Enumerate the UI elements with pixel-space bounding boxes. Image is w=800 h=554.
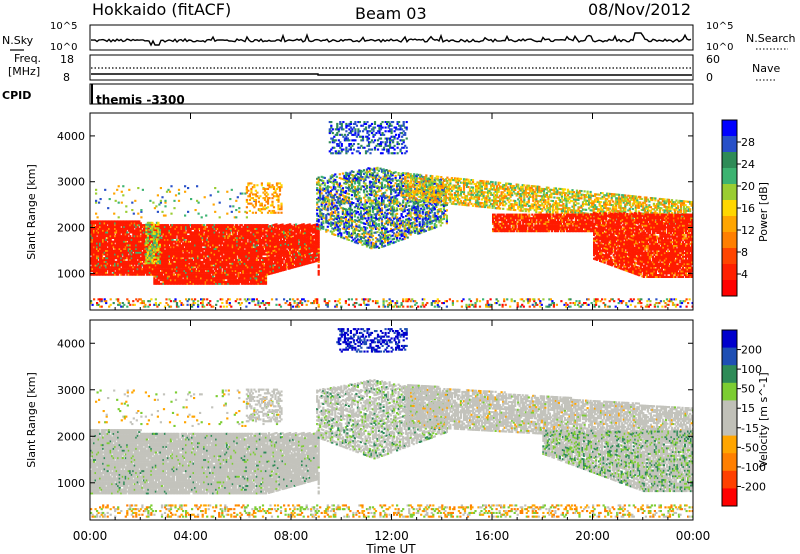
freq-tick-bottom: 8	[63, 71, 70, 84]
ytick-label: 1000	[57, 267, 85, 280]
freq-label: Freq.	[14, 52, 41, 65]
nsky-tick-top: 10^5	[50, 21, 77, 32]
colorbar-tick: 4	[741, 268, 748, 281]
ytick-label: 3000	[57, 176, 85, 189]
nave-tick-top: 60	[706, 53, 720, 66]
cpid-label: CPID	[2, 89, 31, 102]
velocity-heatmap	[90, 328, 693, 518]
station-title: Hokkaido (fitACF)	[92, 0, 231, 19]
xtick-label: 04:00	[173, 529, 208, 543]
power-heatmap	[90, 121, 693, 308]
xtick-label: 20:00	[575, 529, 610, 543]
nave-tick-bottom: 0	[706, 71, 713, 84]
power-ylabel: Slant Range [km]	[25, 164, 38, 260]
xtick-label: 16:00	[475, 529, 510, 543]
ytick-label: 2000	[57, 222, 85, 235]
velocity-xlabel: Time UT	[365, 542, 416, 554]
power-colorbar-label: Power [dB]	[757, 182, 770, 242]
nsearch-label: N.Search	[746, 32, 796, 45]
cpid-panel: CPID themis -3300	[2, 83, 694, 107]
freq-panel: Freq. [MHz] 18 8 60 0 Nave	[8, 52, 780, 84]
velocity-colorbar-label: Velocity [m s^-1]	[757, 372, 770, 467]
ytick-label: 4000	[57, 337, 85, 350]
date-title: 08/Nov/2012	[588, 0, 691, 19]
colorbar-tick: 16	[741, 202, 755, 215]
cpid-value: themis -3300	[96, 93, 185, 107]
colorbar-tick: 24	[741, 158, 755, 171]
colorbar-tick: 20	[741, 180, 755, 193]
xtick-label: 08:00	[274, 529, 309, 543]
colorbar-tick: -200	[741, 480, 766, 493]
nsky-right-tick-bottom: 10^0	[706, 42, 733, 53]
nsky-panel: N.Sky 10^5 10^0 10^5 10^0 N.Search	[2, 21, 796, 53]
ytick-label: 2000	[57, 430, 85, 443]
colorbar-tick: 50	[741, 383, 755, 396]
colorbar-tick: 28	[741, 136, 755, 149]
colorbar-tick: 8	[741, 246, 748, 259]
nsky-label: N.Sky	[2, 34, 34, 47]
nsky-trace	[90, 32, 692, 47]
velocity-panel: 4000 3000 2000 1000 00:00 04:00 08:00 12:00 16:…	[25, 113, 770, 554]
freq-unit-label: [MHz]	[8, 65, 40, 78]
colorbar-tick: -15	[741, 422, 759, 435]
colorbar-tick: 12	[741, 224, 755, 237]
nave-label: Nave	[752, 62, 780, 75]
power-colorbar: 28 24 20 16 12 8 4	[721, 119, 755, 297]
colorbar-tick: -100	[741, 461, 766, 474]
xtick-label: 12:00	[374, 529, 409, 543]
power-panel: 4000 3000 2000 1000 Slant Range [km] 28 24 20…	[25, 112, 770, 311]
colorbar-tick: -50	[741, 441, 759, 454]
nsky-right-tick-top: 10^5	[706, 21, 733, 32]
beam-title: Beam 03	[355, 4, 427, 23]
xtick-label: 00:00	[73, 529, 108, 543]
ytick-label: 4000	[57, 130, 85, 143]
ytick-label: 3000	[57, 384, 85, 397]
ytick-label: 1000	[57, 477, 85, 490]
colorbar-tick: 200	[741, 344, 762, 357]
velocity-ylabel: Slant Range [km]	[25, 372, 38, 468]
freq-tick-top: 18	[60, 53, 74, 66]
colorbar-tick: 100	[741, 363, 762, 376]
velocity-colorbar: 200 100 50 15 -15 -50 -100 -200	[721, 329, 766, 507]
colorbar-tick: 15	[741, 402, 755, 415]
xtick-label: 00:00	[676, 529, 711, 543]
nsky-tick-bottom: 10^0	[50, 42, 77, 53]
freq-trace	[91, 73, 692, 76]
